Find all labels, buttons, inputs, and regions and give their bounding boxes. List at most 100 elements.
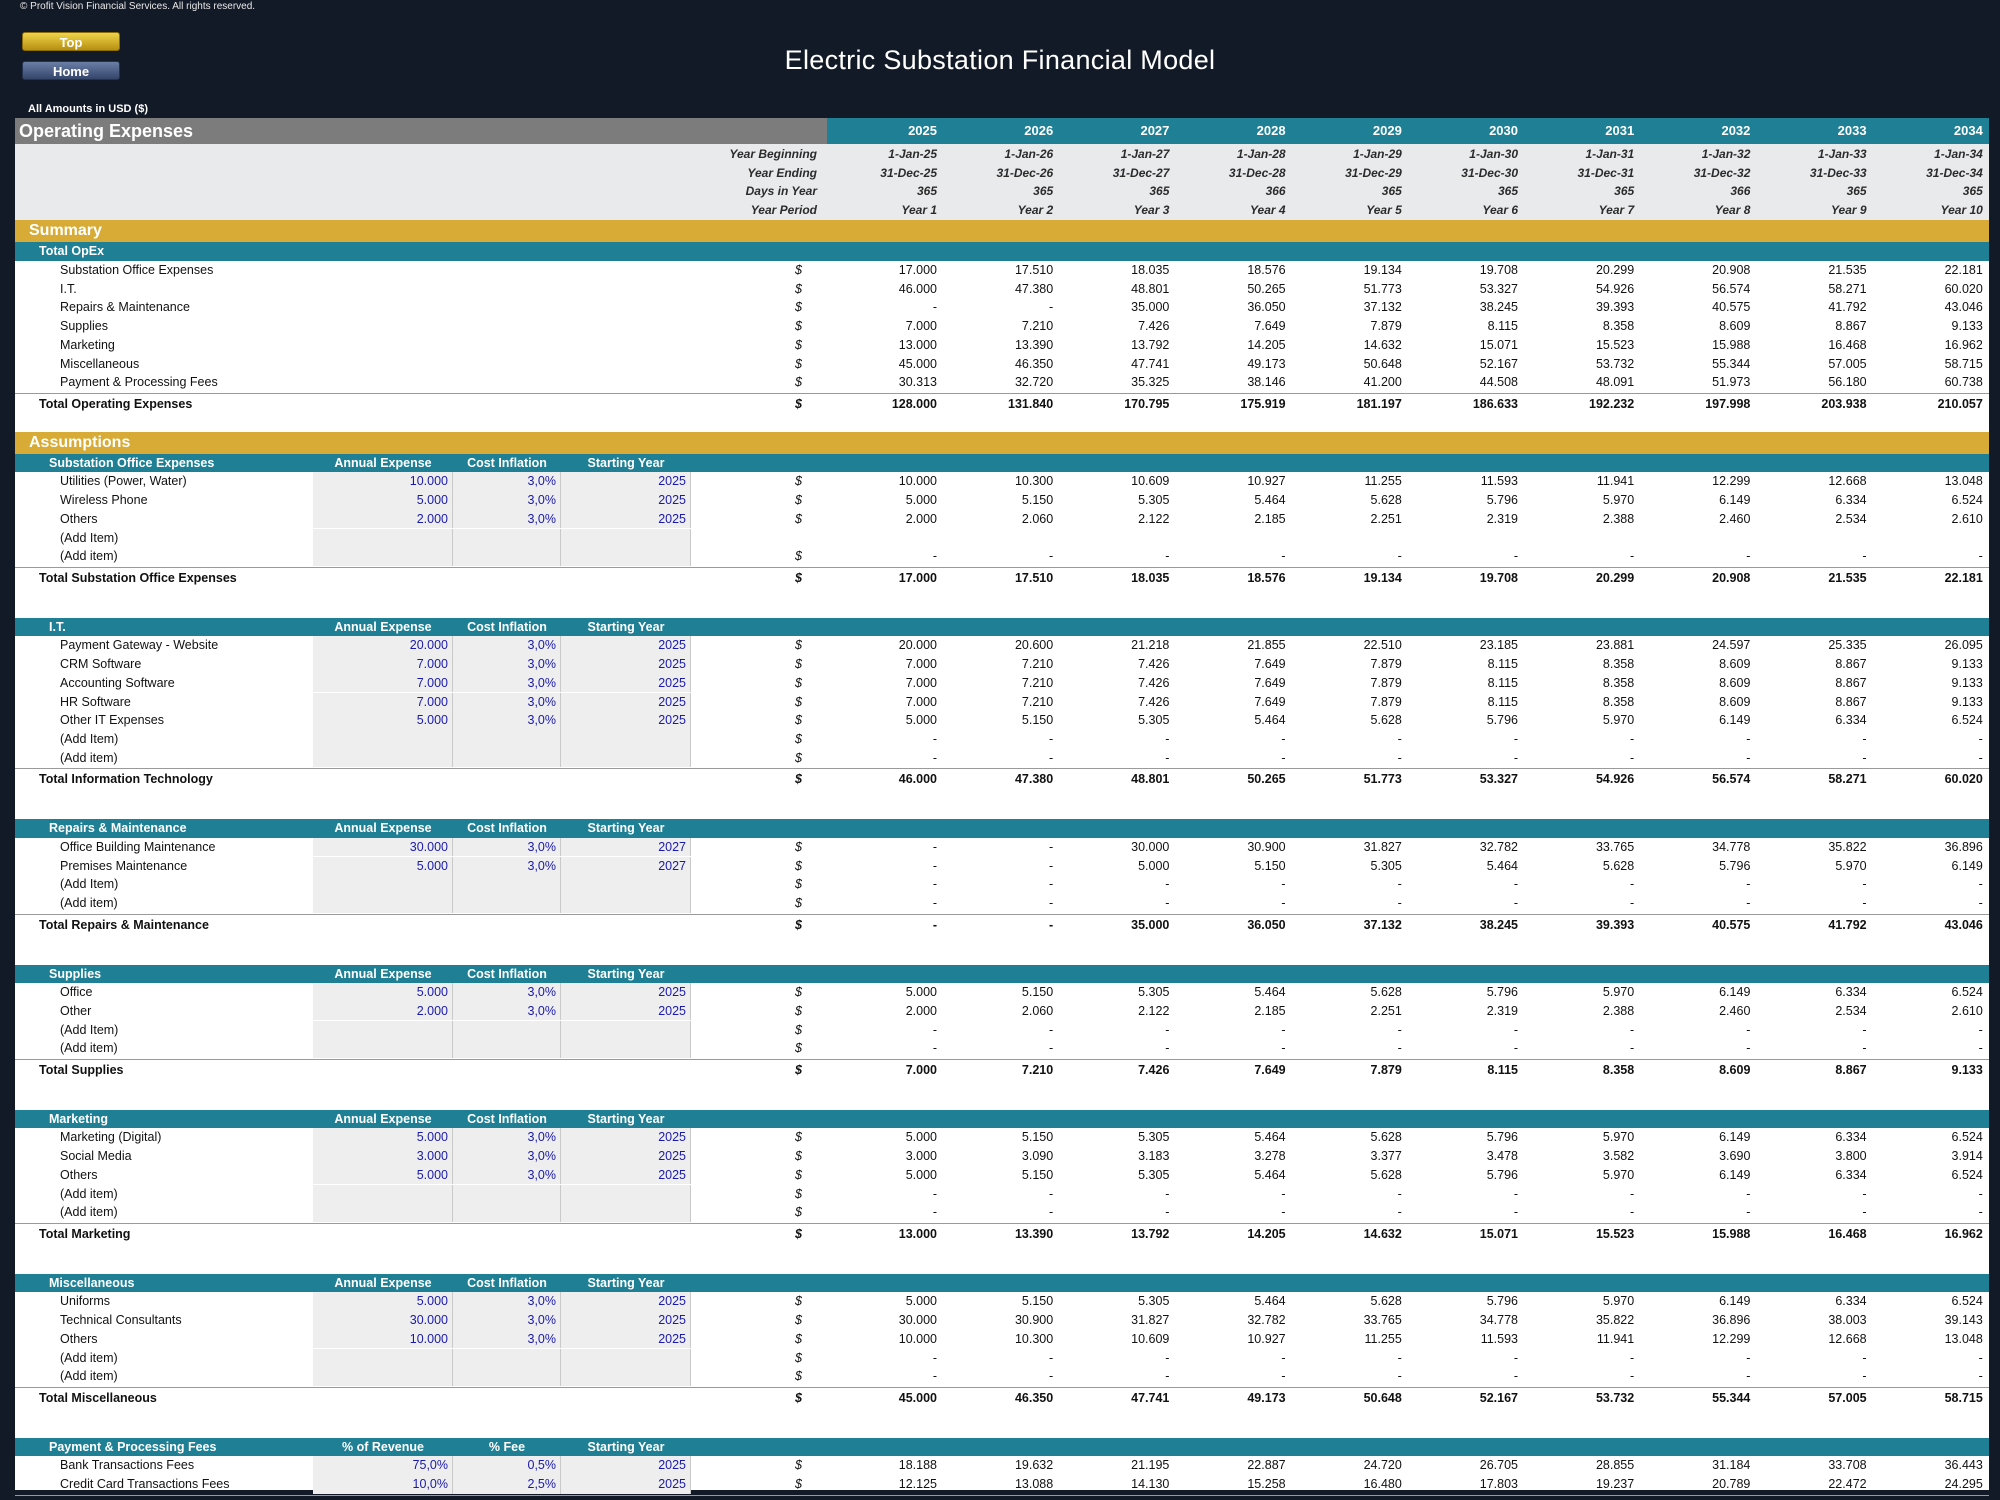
- assumption-input-cell[interactable]: [453, 1348, 561, 1368]
- assumption-input-cell[interactable]: 2025: [561, 673, 691, 693]
- assumption-input-cell[interactable]: [453, 875, 561, 894]
- assumption-input-cell[interactable]: 2027: [561, 837, 691, 857]
- assumption-input-cell[interactable]: 20.000: [313, 636, 453, 656]
- home-button[interactable]: Home: [22, 61, 120, 80]
- assumption-input-cell[interactable]: [561, 1367, 691, 1386]
- assumption-input-cell[interactable]: [561, 547, 691, 566]
- assumption-input-cell[interactable]: 3,0%: [453, 491, 561, 510]
- assumption-input-cell[interactable]: 2025: [561, 692, 691, 712]
- assumption-input-cell[interactable]: [313, 875, 453, 894]
- assumption-input-cell[interactable]: [313, 1039, 453, 1058]
- assumption-input-cell[interactable]: 2025: [561, 711, 691, 730]
- assumption-input-cell[interactable]: 3,0%: [453, 1311, 561, 1330]
- assumption-input-cell[interactable]: 2025: [561, 655, 691, 674]
- assumption-input-cell[interactable]: 2025: [561, 983, 691, 1002]
- assumption-input-cell[interactable]: 2025: [561, 1311, 691, 1330]
- assumption-input-cell[interactable]: 5.000: [313, 983, 453, 1002]
- assumption-input-cell[interactable]: 0,5%: [453, 1456, 561, 1476]
- assumption-input-cell[interactable]: 3.000: [313, 1147, 453, 1166]
- assumption-input-cell[interactable]: 3,0%: [453, 636, 561, 656]
- assumption-input-cell[interactable]: 3,0%: [453, 837, 561, 857]
- assumption-input-cell[interactable]: [561, 1020, 691, 1040]
- assumption-input-cell[interactable]: 2025: [561, 1001, 691, 1021]
- assumption-input-cell[interactable]: 3,0%: [453, 472, 561, 492]
- assumption-input-cell[interactable]: [313, 1348, 453, 1368]
- assumption-input-cell[interactable]: 3,0%: [453, 983, 561, 1002]
- assumption-input-cell[interactable]: 3,0%: [453, 1292, 561, 1312]
- assumption-input-cell[interactable]: 2025: [561, 1329, 691, 1349]
- assumption-input-cell[interactable]: 7.000: [313, 692, 453, 712]
- assumption-input-cell[interactable]: 2025: [561, 491, 691, 510]
- year-value-cell: 3.800: [1835, 1149, 1867, 1164]
- assumption-input-cell[interactable]: 2025: [561, 1292, 691, 1312]
- assumption-input-cell[interactable]: [453, 547, 561, 566]
- assumption-input-cell[interactable]: 2025: [561, 472, 691, 492]
- assumption-input-cell[interactable]: 3,0%: [453, 1165, 561, 1185]
- assumption-input-cell[interactable]: 3,0%: [453, 655, 561, 674]
- assumption-input-cell[interactable]: 3,0%: [453, 1147, 561, 1166]
- year-value-cell: -: [1165, 731, 1170, 746]
- assumption-input-cell[interactable]: 2025: [561, 1456, 691, 1476]
- assumption-input-cell[interactable]: 7.000: [313, 655, 453, 674]
- assumption-input-cell[interactable]: [313, 1020, 453, 1040]
- assumption-input-cell[interactable]: [561, 528, 691, 548]
- assumption-input-cell[interactable]: 3,0%: [453, 1001, 561, 1021]
- assumption-input-cell[interactable]: 30.000: [313, 837, 453, 857]
- assumption-input-cell[interactable]: 10.000: [313, 472, 453, 492]
- assumption-input-cell[interactable]: [453, 1020, 561, 1040]
- assumption-input-cell[interactable]: 2,5%: [453, 1475, 561, 1494]
- assumption-input-cell[interactable]: [561, 729, 691, 749]
- assumption-input-cell[interactable]: [453, 1367, 561, 1386]
- assumption-input-cell[interactable]: 3,0%: [453, 1128, 561, 1148]
- assumption-input-cell[interactable]: 3,0%: [453, 673, 561, 693]
- assumption-input-cell[interactable]: [561, 1203, 691, 1222]
- assumption-input-cell[interactable]: [561, 748, 691, 768]
- assumption-input-cell[interactable]: 2025: [561, 1165, 691, 1185]
- assumption-input-cell[interactable]: 2025: [561, 636, 691, 656]
- assumption-input-cell[interactable]: 10.000: [313, 1329, 453, 1349]
- assumption-input-cell[interactable]: [561, 1184, 691, 1204]
- top-button[interactable]: Top: [22, 32, 120, 51]
- assumption-input-cell[interactable]: [313, 547, 453, 566]
- assumption-input-cell[interactable]: 2025: [561, 1147, 691, 1166]
- assumption-input-cell[interactable]: 75,0%: [313, 1456, 453, 1476]
- assumption-input-cell[interactable]: 5.000: [313, 1165, 453, 1185]
- assumption-input-cell[interactable]: [561, 893, 691, 913]
- assumption-input-cell[interactable]: [313, 1184, 453, 1204]
- assumption-input-cell[interactable]: [453, 1203, 561, 1222]
- assumption-input-cell[interactable]: 2.000: [313, 1001, 453, 1021]
- assumption-input-cell[interactable]: [453, 748, 561, 768]
- assumption-input-cell[interactable]: 2025: [561, 1475, 691, 1494]
- assumption-input-cell[interactable]: 2025: [561, 1128, 691, 1148]
- assumption-input-cell[interactable]: [453, 1039, 561, 1058]
- assumption-input-cell[interactable]: [313, 893, 453, 913]
- assumption-input-cell[interactable]: [453, 893, 561, 913]
- assumption-input-cell[interactable]: [313, 729, 453, 749]
- assumption-input-cell[interactable]: [561, 1039, 691, 1058]
- assumption-input-cell[interactable]: [453, 528, 561, 548]
- assumption-input-cell[interactable]: 5.000: [313, 491, 453, 510]
- assumption-input-cell[interactable]: 3,0%: [453, 692, 561, 712]
- assumption-input-cell[interactable]: 2025: [561, 509, 691, 529]
- assumption-input-cell[interactable]: 5.000: [313, 856, 453, 876]
- assumption-input-cell[interactable]: [453, 729, 561, 749]
- assumption-input-cell[interactable]: 5.000: [313, 711, 453, 730]
- assumption-input-cell[interactable]: 3,0%: [453, 856, 561, 876]
- assumption-input-cell[interactable]: 10,0%: [313, 1475, 453, 1494]
- assumption-input-cell[interactable]: [313, 1203, 453, 1222]
- assumption-input-cell[interactable]: 3,0%: [453, 1329, 561, 1349]
- assumption-input-cell[interactable]: [561, 1348, 691, 1368]
- assumption-input-cell[interactable]: [313, 1367, 453, 1386]
- assumption-input-cell[interactable]: [453, 1184, 561, 1204]
- assumption-input-cell[interactable]: 3,0%: [453, 711, 561, 730]
- assumption-input-cell[interactable]: 30.000: [313, 1311, 453, 1330]
- assumption-input-cell[interactable]: 5.000: [313, 1128, 453, 1148]
- assumption-input-cell[interactable]: [561, 875, 691, 894]
- assumption-input-cell[interactable]: 2027: [561, 856, 691, 876]
- assumption-input-cell[interactable]: 5.000: [313, 1292, 453, 1312]
- assumption-input-cell[interactable]: [313, 748, 453, 768]
- assumption-input-cell[interactable]: 7.000: [313, 673, 453, 693]
- assumption-input-cell[interactable]: 3,0%: [453, 509, 561, 529]
- assumption-input-cell[interactable]: 2.000: [313, 509, 453, 529]
- assumption-input-cell[interactable]: [313, 528, 453, 548]
